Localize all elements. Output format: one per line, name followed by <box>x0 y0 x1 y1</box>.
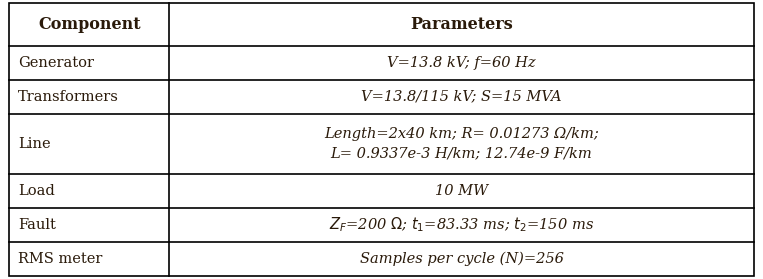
Text: Load: Load <box>18 184 55 198</box>
Text: Length=2x40 km; R= 0.01273 Ω/km;
L= 0.9337e-3 H/km; 12.74e-9 F/km: Length=2x40 km; R= 0.01273 Ω/km; L= 0.93… <box>324 127 599 160</box>
Text: Line: Line <box>18 137 51 151</box>
Text: Parameters: Parameters <box>410 16 513 33</box>
Text: V=13.8/115 kV; S=15 MVA: V=13.8/115 kV; S=15 MVA <box>361 90 562 104</box>
Text: RMS meter: RMS meter <box>18 252 103 266</box>
Text: Component: Component <box>38 16 140 33</box>
Text: Transformers: Transformers <box>18 90 119 104</box>
Text: Generator: Generator <box>18 56 95 70</box>
Text: Fault: Fault <box>18 218 56 232</box>
Text: $Z_F$=200 $\Omega$; $t_1$=83.33 ms; $t_2$=150 ms: $Z_F$=200 $\Omega$; $t_1$=83.33 ms; $t_2… <box>329 215 594 234</box>
Text: Samples per cycle (N)=256: Samples per cycle (N)=256 <box>359 251 564 266</box>
Text: 10 MW: 10 MW <box>435 184 488 198</box>
Text: V=13.8 kV; f=60 Hz: V=13.8 kV; f=60 Hz <box>388 56 536 70</box>
